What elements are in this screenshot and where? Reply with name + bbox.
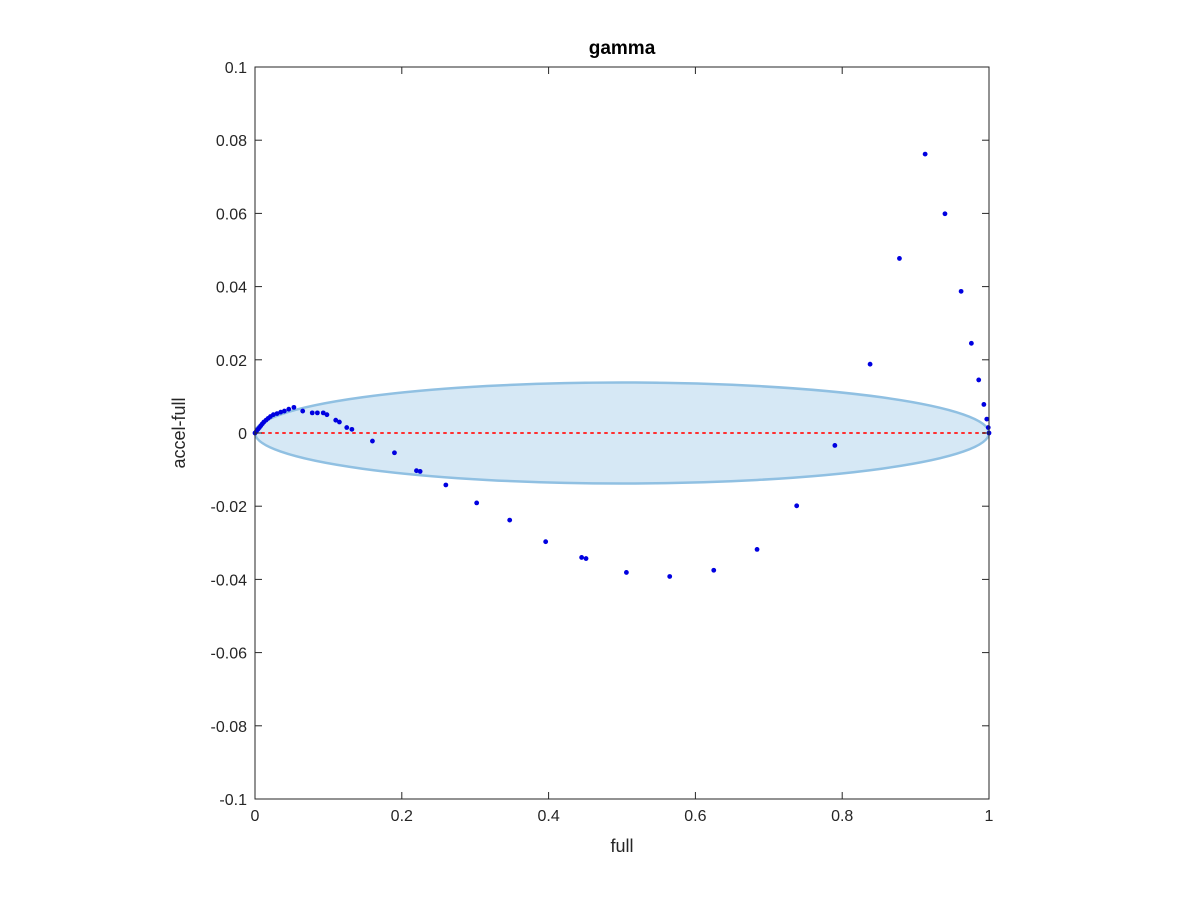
x-tick-label-5: 1 <box>985 808 994 825</box>
x-tick-label-1: 0.2 <box>391 808 413 825</box>
data-point-39 <box>794 503 800 509</box>
data-point-24 <box>349 426 355 432</box>
chart-title: gamma <box>589 38 656 59</box>
y-tick-label-2: -0.06 <box>211 646 248 663</box>
data-point-38 <box>754 546 760 552</box>
data-point-26 <box>392 450 397 456</box>
data-point-40 <box>832 443 838 448</box>
data-point-25 <box>370 438 375 444</box>
data-point-13 <box>281 408 287 414</box>
data-point-48 <box>981 402 987 407</box>
y-tick-label-9: 0.08 <box>216 133 247 150</box>
data-point-36 <box>667 574 673 579</box>
data-point-18 <box>314 410 320 416</box>
data-point-16 <box>300 408 306 414</box>
data-point-44 <box>942 211 948 217</box>
data-point-35 <box>624 570 629 575</box>
y-tick-label-3: -0.04 <box>211 572 248 589</box>
data-point-45 <box>958 288 964 294</box>
y-tick-label-8: 0.06 <box>216 206 247 223</box>
x-tick-label-0: 0 <box>251 808 260 825</box>
y-tick-label-10: 0.1 <box>225 60 247 77</box>
data-point-41 <box>867 361 873 367</box>
y-tick-label-1: -0.08 <box>211 719 248 736</box>
x-tick-label-4: 0.8 <box>831 808 853 825</box>
x-tick-label-3: 0.6 <box>684 808 706 825</box>
data-point-17 <box>309 410 315 416</box>
data-point-12 <box>278 409 284 415</box>
data-point-29 <box>443 482 449 488</box>
data-point-34 <box>583 556 589 561</box>
x-tick-label-2: 0.4 <box>537 808 559 825</box>
y-tick-label-0: -0.1 <box>219 792 247 809</box>
data-point-22 <box>337 419 342 425</box>
data-point-37 <box>711 567 717 573</box>
data-point-43 <box>922 151 928 157</box>
data-point-32 <box>543 539 549 545</box>
data-point-15 <box>291 404 297 410</box>
data-point-33 <box>579 555 585 560</box>
data-point-19 <box>320 410 326 416</box>
data-point-30 <box>474 500 480 506</box>
data-point-28 <box>417 469 423 474</box>
y-tick-label-5: 0 <box>238 426 247 443</box>
data-point-10 <box>270 412 276 418</box>
data-point-11 <box>274 411 280 417</box>
data-point-49 <box>984 416 990 422</box>
data-point-27 <box>414 468 419 474</box>
y-tick-label-6: 0.02 <box>216 353 247 370</box>
data-point-42 <box>897 256 902 261</box>
data-point-31 <box>507 517 513 523</box>
data-point-20 <box>324 412 330 418</box>
data-point-47 <box>976 377 982 383</box>
x-axis-label: full <box>610 836 633 856</box>
y-tick-label-4: -0.02 <box>211 499 248 516</box>
data-point-50 <box>985 425 991 430</box>
data-point-21 <box>333 417 339 423</box>
data-point-46 <box>968 340 974 346</box>
y-axis-label: accel-full <box>169 397 189 468</box>
y-tick-label-7: 0.04 <box>216 280 247 297</box>
data-point-23 <box>344 425 350 430</box>
data-point-14 <box>286 406 292 412</box>
